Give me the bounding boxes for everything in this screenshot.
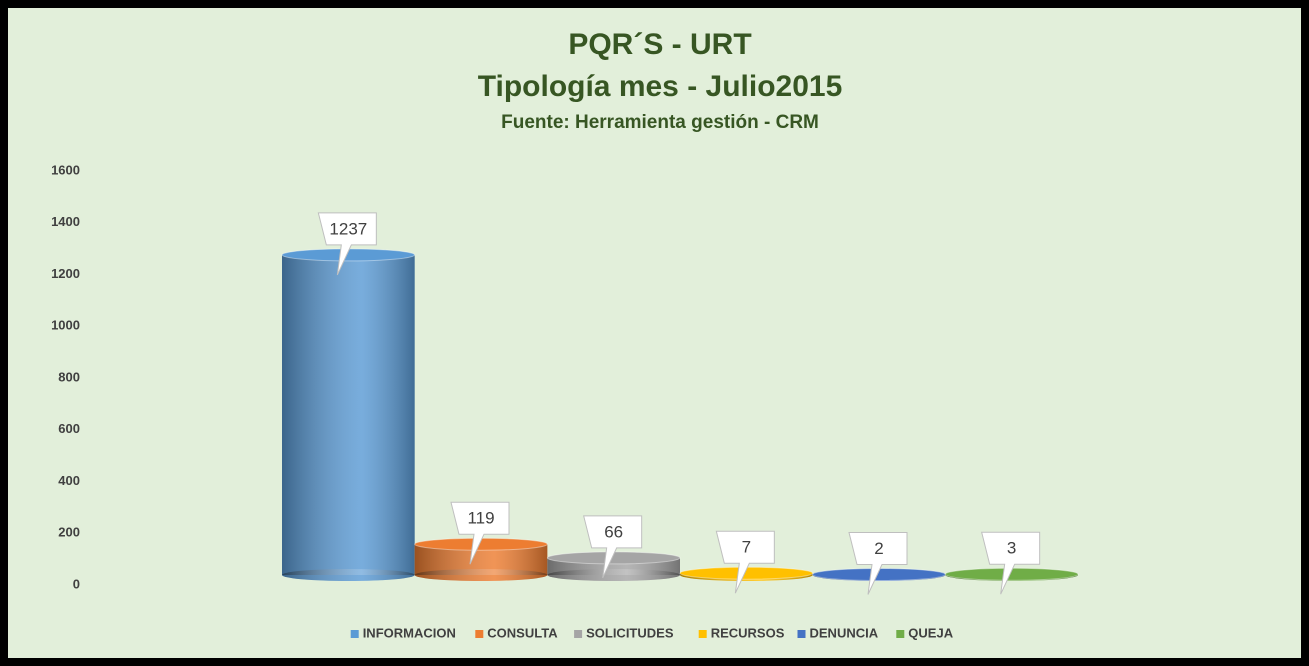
legend-label: QUEJA — [908, 625, 953, 640]
data-label: 1237 — [329, 219, 367, 238]
legend-swatch — [475, 630, 484, 638]
bar-base-shade — [414, 569, 548, 581]
y-tick-label: 1400 — [51, 214, 80, 229]
legend-label: RECURSOS — [711, 625, 785, 640]
legend-label: SOLICITUDES — [586, 625, 674, 640]
data-label: 2 — [874, 539, 883, 558]
data-label-box — [317, 212, 377, 276]
chart-title: PQR´S - URT — [568, 28, 751, 61]
y-tick-label: 1200 — [51, 266, 80, 281]
data-label: 119 — [467, 509, 494, 528]
data-label: 3 — [1007, 539, 1016, 558]
data-label: 66 — [604, 522, 623, 541]
legend-swatch — [797, 630, 806, 638]
y-tick-label: 400 — [58, 473, 80, 488]
y-tick-label: 1600 — [51, 162, 80, 177]
data-label-box — [450, 501, 510, 565]
legend-swatch — [698, 630, 707, 638]
y-tick-label: 800 — [58, 369, 80, 384]
y-tick-label: 200 — [58, 525, 80, 540]
data-label-box — [848, 531, 908, 595]
legend-swatch — [896, 630, 905, 638]
data-label: 7 — [742, 538, 751, 557]
y-tick-label: 1000 — [51, 318, 80, 333]
y-tick-label: 600 — [58, 421, 80, 436]
legend-label: CONSULTA — [487, 625, 558, 640]
chart-source: Fuente: Herramienta gestión - CRM — [501, 112, 819, 133]
bar-base-shade — [547, 569, 681, 581]
legend-label: INFORMACION — [363, 625, 456, 640]
data-label-box — [583, 515, 643, 579]
y-tick-label: 0 — [73, 576, 80, 591]
data-label-box — [981, 531, 1041, 595]
data-label-box — [715, 530, 775, 594]
legend-swatch — [574, 630, 583, 638]
legend-label: DENUNCIA — [810, 625, 879, 640]
legend-swatch — [350, 630, 359, 638]
bar-base-shade — [282, 569, 415, 581]
chart-subtitle: Tipología mes - Julio2015 — [478, 70, 843, 103]
bar-shade — [282, 254, 415, 575]
